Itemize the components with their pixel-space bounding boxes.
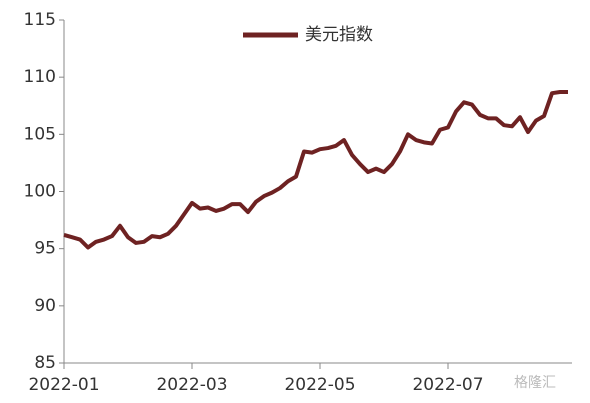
watermark: 格隆汇	[514, 375, 556, 391]
y-tick-label: 90	[34, 296, 56, 316]
y-tick-label: 95	[34, 239, 56, 259]
y-tick-label: 115	[24, 10, 56, 30]
x-tick-label: 2022-07	[412, 375, 483, 395]
x-tick-label: 2022-05	[284, 375, 355, 395]
y-tick-label: 105	[24, 124, 56, 144]
y-tick-label: 100	[24, 182, 56, 202]
y-tick-label: 85	[34, 353, 56, 373]
line	[63, 90, 568, 250]
legend-label: 美元指数	[305, 25, 373, 45]
x-tick-label: 2022-01	[28, 375, 99, 395]
y-tick-label: 110	[24, 67, 56, 87]
x-tick-label: 2022-03	[156, 375, 227, 395]
